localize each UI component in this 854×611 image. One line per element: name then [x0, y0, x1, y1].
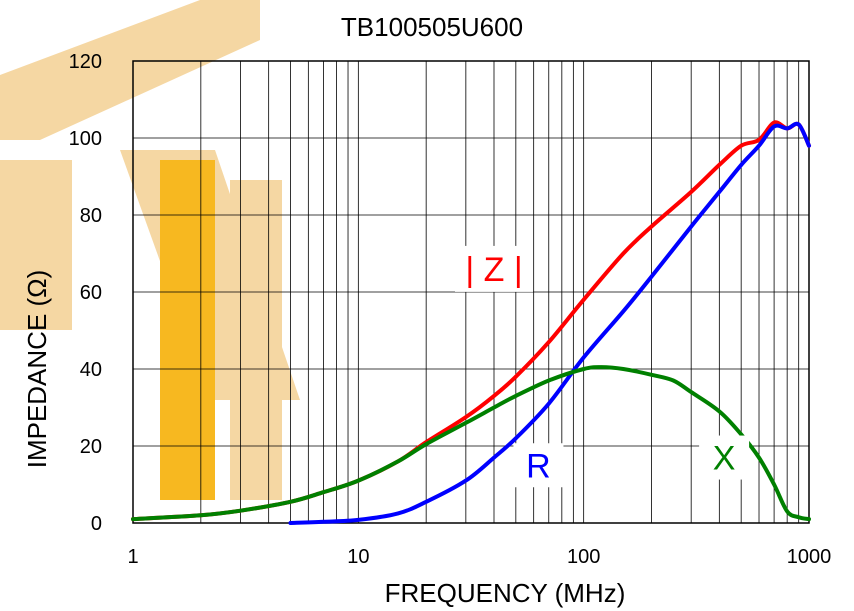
series-label-bg	[513, 443, 564, 488]
watermark-roof	[0, 0, 260, 140]
x-axis-label: FREQUENCY (MHz)	[385, 578, 626, 608]
y-tick-label: 60	[80, 282, 102, 304]
x-tick-label: 1	[127, 546, 138, 568]
x-tick-label: 1000	[787, 546, 832, 568]
series-labels: | Z | R X	[454, 245, 750, 488]
y-tick-label: 80	[80, 205, 102, 227]
y-tick-label: 20	[80, 436, 102, 458]
series-label-x: X	[713, 440, 736, 478]
x-tick-labels: 1 10 100 1000	[127, 546, 831, 568]
y-tick-labels: 0 20 40 60 80 100 120	[69, 51, 102, 535]
watermark-bar	[160, 160, 215, 500]
watermark-bar-2	[230, 180, 282, 500]
plot-frame	[132, 60, 810, 524]
x-tick-label: 10	[347, 546, 369, 568]
y-tick-label: 100	[69, 128, 102, 150]
series-line-r	[288, 121, 811, 525]
series-label-bg	[454, 245, 533, 292]
x-tick-label: 100	[567, 546, 600, 568]
watermark-stem	[0, 160, 72, 330]
y-tick-label: 0	[91, 513, 102, 535]
series-lines	[131, 120, 811, 525]
y-tick-label: 120	[69, 51, 102, 73]
series-label-r: R	[526, 447, 551, 485]
series-label-bg	[699, 435, 750, 480]
y-tick-label: 40	[80, 359, 102, 381]
chart-title: TB100505U600	[341, 12, 523, 42]
series-line-x	[131, 365, 811, 522]
series-label-z: | Z |	[465, 251, 522, 289]
y-axis-label: IMPEDANCE (Ω)	[22, 270, 52, 469]
